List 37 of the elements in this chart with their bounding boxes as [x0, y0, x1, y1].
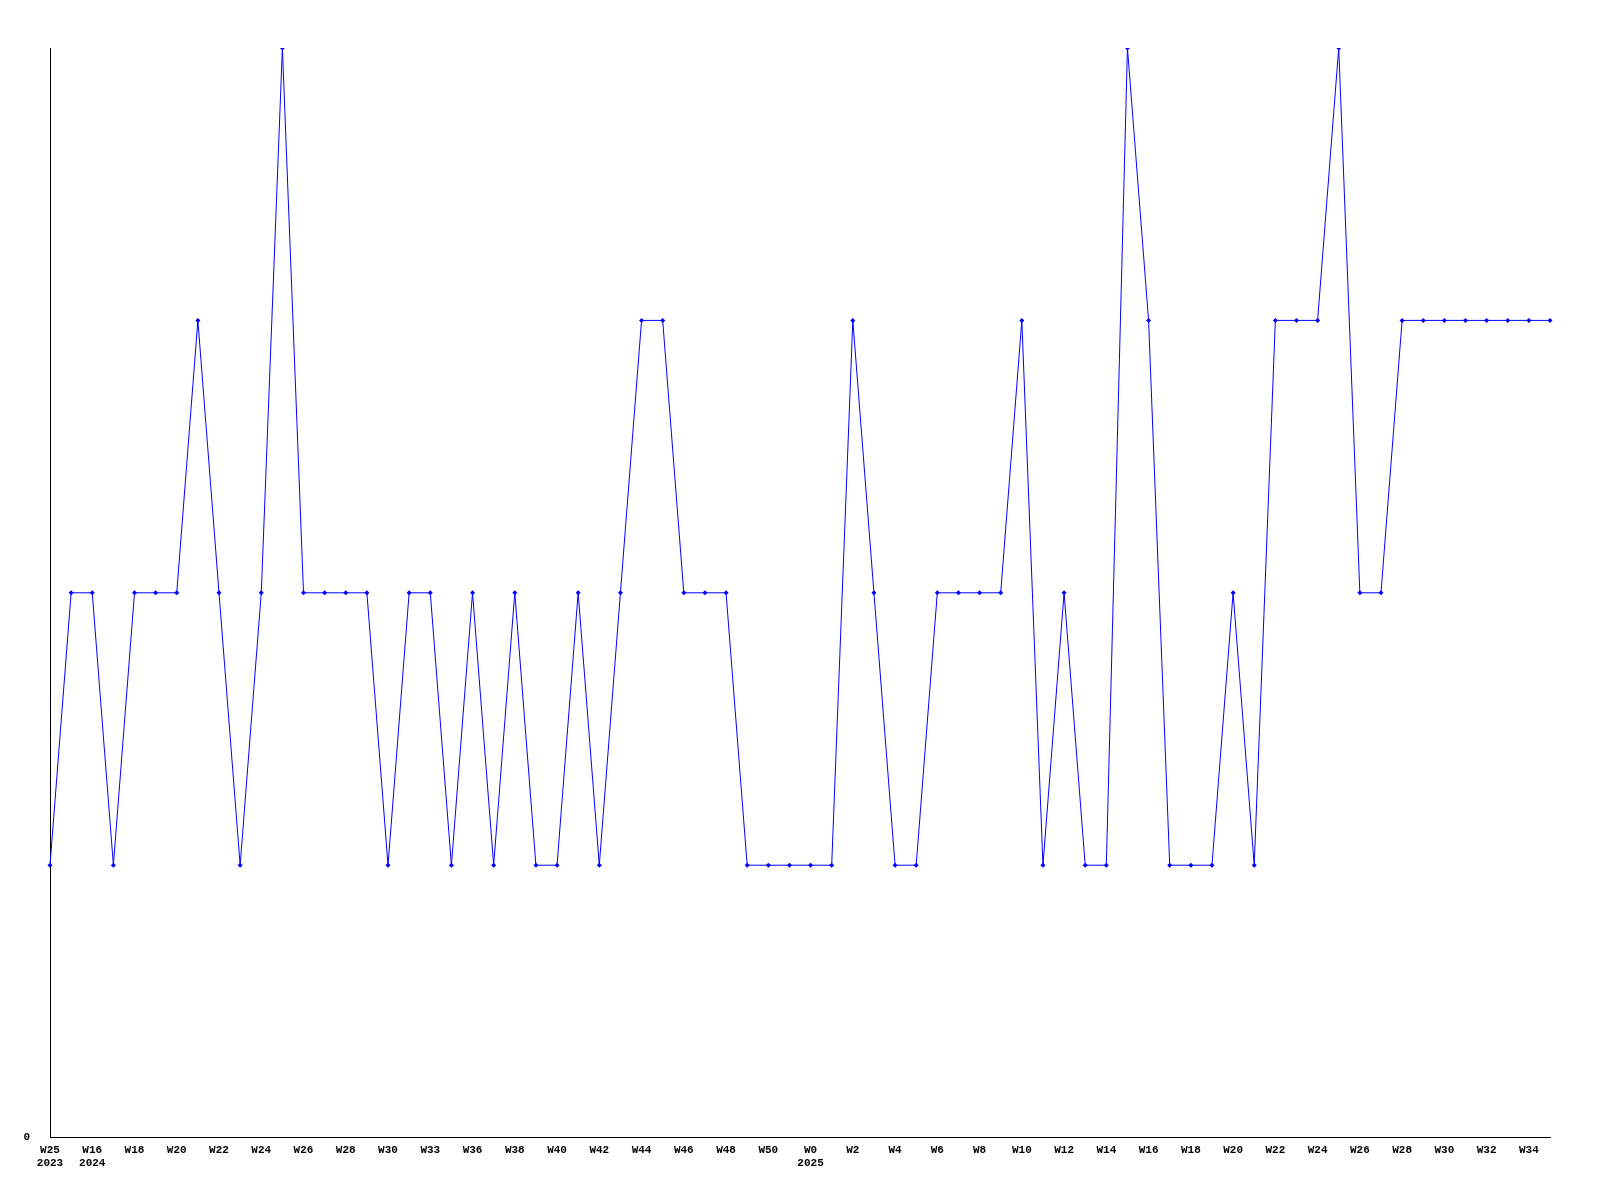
x-tick-label: W16 [1138, 1143, 1159, 1156]
x-tick-label: W28 [1392, 1143, 1413, 1156]
x-tick-label: W46 [673, 1143, 694, 1156]
x-tick-label: W8 [972, 1143, 987, 1156]
text: 0 [23, 1131, 30, 1144]
x-tick-label: W20 [1223, 1143, 1243, 1156]
x-tick-label: W40 [547, 1143, 567, 1156]
x-tick-label: W4 [888, 1143, 903, 1156]
x-tick-label: W26 [1349, 1143, 1370, 1156]
x-tick-label: W32 [1476, 1143, 1497, 1156]
x-tick-label: W22 [1265, 1143, 1286, 1156]
x-tick-label: W22 [209, 1143, 229, 1156]
x-tick-label: W18 [1180, 1143, 1202, 1156]
x-tick-label: W33 [420, 1143, 441, 1156]
x-tick-label: W30 [1434, 1143, 1455, 1156]
x-tick-label: W12 [1054, 1143, 1074, 1156]
x-tick-label: W10 [1011, 1143, 1032, 1156]
x-tick-label: W34 [1518, 1143, 1540, 1156]
x-tick-label: W14 [1096, 1143, 1117, 1156]
x-tick-label: W38 [504, 1143, 526, 1156]
x-tick-label: W20 [166, 1143, 187, 1156]
x-tick-label: W44 [631, 1143, 652, 1156]
x-tick-label: W30 [378, 1143, 398, 1156]
x-tick-label: W24 [1307, 1143, 1328, 1156]
x-tick-label: W24 [251, 1143, 272, 1156]
x-tick-label: W25 2023 [36, 1143, 64, 1170]
x-tick-label: W2 [846, 1143, 860, 1156]
x-tick-label: W42 [589, 1143, 610, 1156]
x-tick-label: W28 [335, 1143, 357, 1156]
x-tick-label: W36 [462, 1143, 483, 1156]
x-tick-label: W16 2024 [79, 1143, 106, 1170]
x-tick-label: W18 [124, 1143, 145, 1156]
x-tick-label: W50 [758, 1143, 779, 1156]
x-tick-label: W6 [930, 1143, 944, 1156]
x-tick-label: W26 [293, 1143, 314, 1156]
x-tick-label: W48 [716, 1143, 737, 1156]
x-tick-label: W0 2025 [797, 1143, 825, 1170]
